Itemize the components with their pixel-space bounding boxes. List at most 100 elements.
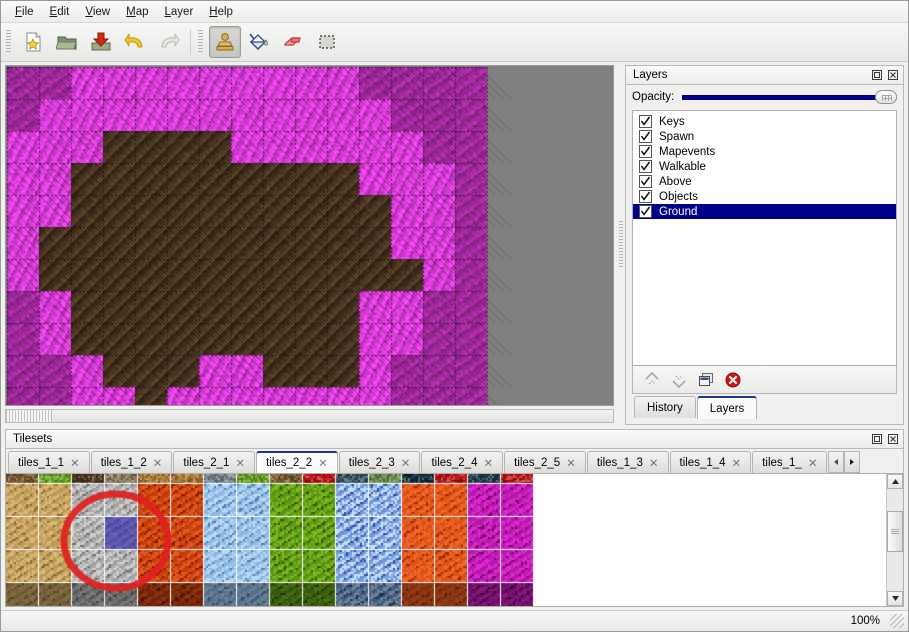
tilesets-titlebar: Tilesets xyxy=(5,429,904,449)
tileset-tabs-scroll-left[interactable] xyxy=(828,451,845,473)
layer-visibility-checkbox[interactable] xyxy=(639,145,652,158)
layer-row[interactable]: Keys xyxy=(633,114,896,129)
menu-item-map[interactable]: Map xyxy=(126,5,149,18)
scroll-up-icon[interactable] xyxy=(887,474,903,489)
layer-visibility-checkbox[interactable] xyxy=(639,115,652,128)
tileset-tab-close-icon[interactable]: ✕ xyxy=(566,457,576,470)
layers-dock: Layers Opacity: xyxy=(625,65,904,425)
tileset-scroll-track[interactable] xyxy=(887,489,903,591)
undo-icon[interactable] xyxy=(119,26,151,58)
opacity-slider[interactable] xyxy=(682,90,897,104)
layer-row[interactable]: Spawn xyxy=(633,129,896,144)
tileset-tab-tiles_2_4[interactable]: tiles_2_4 ✕ xyxy=(421,451,504,473)
layer-visibility-checkbox[interactable] xyxy=(639,190,652,203)
eraser-icon[interactable] xyxy=(277,26,309,58)
layer-name: Walkable xyxy=(659,160,706,173)
menu-item-file[interactable]: File xyxy=(15,5,34,18)
layer-row[interactable]: Walkable xyxy=(633,159,896,174)
tileset-tab-close-icon[interactable]: ✕ xyxy=(807,457,818,470)
close-icon[interactable] xyxy=(886,69,899,82)
dock-tab-strip[interactable]: History Layers xyxy=(632,396,897,419)
scroll-down-icon[interactable] xyxy=(887,591,903,606)
map-hscroll-thumb[interactable] xyxy=(6,410,52,422)
main-toolbar xyxy=(1,23,908,62)
tileset-tab-tiles_1_4[interactable]: tiles_1_4 ✕ xyxy=(669,451,752,473)
tileset-tab-tiles_2_1[interactable]: tiles_2_1 ✕ xyxy=(173,451,256,473)
menu-item-layer[interactable]: Layer xyxy=(164,5,194,18)
resize-grip[interactable] xyxy=(890,614,904,628)
map-canvas[interactable] xyxy=(6,66,613,405)
tileset-tab-close-icon[interactable]: ✕ xyxy=(731,457,742,470)
opacity-slider-handle[interactable] xyxy=(875,90,897,104)
main-area: Layers Opacity: xyxy=(1,62,908,425)
dock-tab-history[interactable]: History xyxy=(634,396,696,418)
menu-mnemonic: F xyxy=(15,5,23,18)
tilesets-float-icon[interactable] xyxy=(870,433,883,446)
tileset-tab-tiles_1_1[interactable]: tiles_1_1 ✕ xyxy=(8,451,90,473)
layer-list[interactable]: Keys Spawn Mapevents Walkable Above Objects Gr… xyxy=(632,110,897,366)
layer-row[interactable]: Ground xyxy=(633,204,896,219)
tileset-tab-tiles_2_2[interactable]: tiles_2_2 ✕ xyxy=(256,451,338,473)
dock-tab-layers[interactable]: Layers xyxy=(696,396,758,419)
bucket-fill-icon[interactable] xyxy=(243,26,275,58)
toolbar-grip[interactable] xyxy=(5,30,13,54)
tileset-scroll-thumb[interactable] xyxy=(887,511,903,553)
opacity-slider-fill xyxy=(682,95,882,100)
dock-tab-label: Layers xyxy=(709,402,745,415)
tileset-tab-close-icon[interactable]: ✕ xyxy=(648,457,659,470)
menu-bar: File Edit View Map Layer Help xyxy=(1,1,908,23)
opacity-label: Opacity: xyxy=(632,91,675,103)
layer-row[interactable]: Objects xyxy=(633,189,896,204)
menu-item-view[interactable]: View xyxy=(85,5,111,18)
tileset-tab-label: tiles_2_4 xyxy=(431,456,478,469)
tileset-tab-close-icon[interactable]: ✕ xyxy=(235,457,246,470)
tileset-tab-strip[interactable]: tiles_1_1 ✕ tiles_1_2 ✕ tiles_2_1 ✕ tiles_2_2 ✕… xyxy=(5,449,904,473)
tileset-tab-label: tiles_1_2 xyxy=(100,456,147,469)
layer-row[interactable]: Mapevents xyxy=(633,144,896,159)
layer-name: Keys xyxy=(659,115,685,128)
tileset-canvas[interactable] xyxy=(6,474,881,606)
layer-visibility-checkbox[interactable] xyxy=(639,205,652,218)
redo-icon[interactable] xyxy=(153,26,185,58)
tileset-tab-tiles_1_2[interactable]: tiles_1_2 ✕ xyxy=(90,451,173,473)
stamp-tool-icon[interactable] xyxy=(209,26,241,58)
map-horizontal-scrollbar[interactable] xyxy=(5,409,614,423)
panel-splitter[interactable] xyxy=(617,62,625,425)
tileset-tab-close-icon[interactable]: ✕ xyxy=(70,457,80,470)
move-layer-up-icon[interactable] xyxy=(641,369,663,391)
move-layer-down-icon[interactable] xyxy=(668,369,690,391)
rectangle-select-icon[interactable] xyxy=(311,26,343,58)
tileset-tab-tiles_2_5[interactable]: tiles_2_5 ✕ xyxy=(504,451,586,473)
duplicate-layer-icon[interactable] xyxy=(695,369,717,391)
menu-mnemonic: E xyxy=(49,5,58,18)
tilesets-close-icon[interactable] xyxy=(886,433,899,446)
map-canvas-viewport[interactable] xyxy=(5,65,614,406)
tool-group-grip[interactable] xyxy=(197,30,205,54)
tileset-tab-close-icon[interactable]: ✕ xyxy=(318,458,328,470)
delete-layer-icon[interactable] xyxy=(722,369,744,391)
tileset-tab-tiles_2_3[interactable]: tiles_2_3 ✕ xyxy=(338,451,421,473)
tileset-tab-close-icon[interactable]: ✕ xyxy=(152,457,163,470)
open-icon[interactable] xyxy=(51,26,83,58)
tileset-tab-tiles_1_[interactable]: tiles_1_ ✕ xyxy=(752,451,828,473)
float-icon[interactable] xyxy=(870,69,883,82)
layer-visibility-checkbox[interactable] xyxy=(639,175,652,188)
new-icon[interactable] xyxy=(17,26,49,58)
tileset-tabs-scroll-right[interactable] xyxy=(844,451,861,473)
menu-item-edit[interactable]: Edit xyxy=(49,5,70,18)
tileset-view[interactable] xyxy=(5,473,904,607)
layer-visibility-checkbox[interactable] xyxy=(639,130,652,143)
layer-name: Mapevents xyxy=(659,145,716,158)
tileset-vertical-scrollbar[interactable] xyxy=(886,474,903,606)
splitter-grip[interactable] xyxy=(619,220,623,267)
tileset-tab-tiles_1_3[interactable]: tiles_1_3 ✕ xyxy=(586,451,669,473)
dock-tab-label: History xyxy=(647,401,683,414)
tileset-tab-close-icon[interactable]: ✕ xyxy=(483,457,494,470)
layers-dock-body: Opacity: Keys Spawn Mapevents Walkable Above… xyxy=(625,85,904,425)
save-icon[interactable] xyxy=(85,26,117,58)
layer-visibility-checkbox[interactable] xyxy=(639,160,652,173)
layers-dock-title: Layers xyxy=(633,69,668,81)
layer-row[interactable]: Above xyxy=(633,174,896,189)
tileset-tab-close-icon[interactable]: ✕ xyxy=(400,457,411,470)
menu-item-help[interactable]: Help xyxy=(209,5,233,18)
